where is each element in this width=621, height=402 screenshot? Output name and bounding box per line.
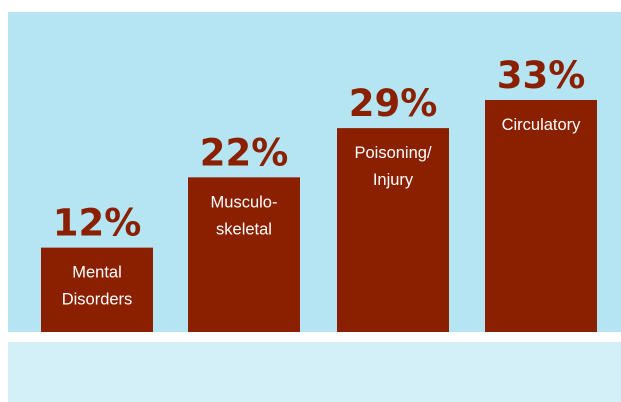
bar-category-label: skeletal (216, 220, 272, 238)
bar-category-label: Circulatory (502, 116, 582, 134)
bars-layer: 12% Mental Disorders 22% Musculo-skeletal 29%… (41, 54, 597, 332)
lower-band (8, 342, 621, 402)
bar-value-label: 33% (497, 54, 586, 97)
bar-category-label: Disorders (62, 291, 133, 309)
bar (337, 128, 449, 332)
bar-value-label: 22% (200, 131, 289, 174)
bar-category-label: Poisoning/ (354, 144, 431, 162)
bar (485, 100, 597, 332)
bar-value-label: 12% (53, 202, 142, 245)
bar-category-label: Injury (373, 171, 414, 189)
bar (41, 247, 153, 332)
bar (188, 177, 300, 332)
bar-category-label: Mental (72, 264, 122, 282)
bar-value-label: 29% (349, 82, 438, 125)
bar-category-label: Musculo- (211, 193, 278, 211)
